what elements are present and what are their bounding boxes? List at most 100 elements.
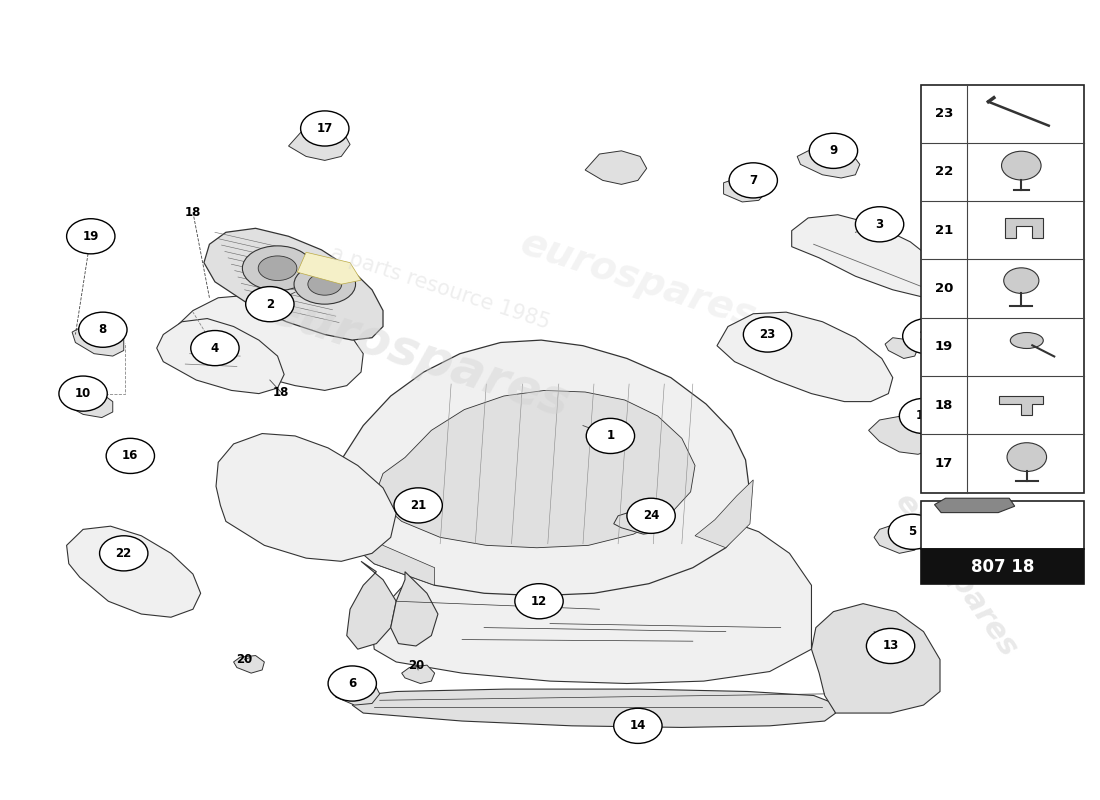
Text: 8: 8 [99,323,107,336]
Circle shape [190,330,239,366]
Circle shape [900,398,948,434]
Text: 18: 18 [185,206,201,219]
Text: 21: 21 [935,224,953,237]
Polygon shape [869,416,937,454]
Text: 23: 23 [935,107,953,120]
Polygon shape [297,252,361,284]
Polygon shape [324,340,750,596]
Circle shape [300,111,349,146]
Circle shape [245,286,294,322]
Polygon shape [324,480,435,586]
Text: 2: 2 [266,298,274,310]
Circle shape [744,317,792,352]
Text: eurospares: eurospares [889,489,1024,663]
Circle shape [729,163,778,198]
Polygon shape [390,572,438,646]
Circle shape [1003,268,1038,294]
Circle shape [328,666,376,701]
Text: 14: 14 [629,719,646,732]
Text: 5: 5 [909,526,916,538]
Polygon shape [886,338,918,358]
Polygon shape [111,444,148,470]
Text: 18: 18 [935,398,953,412]
Circle shape [100,536,147,571]
Circle shape [1001,151,1041,180]
Circle shape [515,584,563,619]
Text: 13: 13 [882,639,899,653]
Circle shape [394,488,442,523]
Circle shape [856,206,904,242]
Text: 17: 17 [935,457,953,470]
Polygon shape [812,604,940,713]
FancyBboxPatch shape [922,501,1084,549]
Bar [975,438,1079,489]
Polygon shape [332,678,380,705]
Polygon shape [798,149,860,178]
Polygon shape [65,388,113,418]
Polygon shape [1004,218,1043,238]
Polygon shape [73,324,123,356]
Circle shape [586,418,635,454]
Bar [975,380,1079,430]
Text: 20: 20 [935,282,953,295]
Polygon shape [372,506,812,683]
Polygon shape [717,312,893,402]
Bar [975,89,1079,139]
Text: 20: 20 [408,658,425,672]
Ellipse shape [294,264,355,304]
Polygon shape [156,318,284,394]
Bar [975,263,1079,314]
Ellipse shape [242,246,312,290]
Circle shape [614,708,662,743]
Text: 24: 24 [642,510,659,522]
Circle shape [67,218,114,254]
Text: 11: 11 [915,410,932,422]
Text: 18: 18 [273,386,289,398]
Circle shape [627,498,675,534]
Polygon shape [352,689,836,727]
Polygon shape [695,480,754,548]
Bar [975,147,1079,197]
Polygon shape [614,510,666,534]
Text: 19: 19 [82,230,99,242]
Ellipse shape [258,256,297,281]
Text: 22: 22 [116,547,132,560]
Polygon shape [999,396,1043,414]
Text: 3: 3 [876,218,883,231]
Polygon shape [178,294,363,390]
Polygon shape [724,176,768,202]
Polygon shape [874,524,922,554]
Polygon shape [374,390,695,548]
Text: 19: 19 [935,340,953,354]
Text: eurospares: eurospares [515,224,760,336]
Text: a parts resource 1985: a parts resource 1985 [328,243,552,333]
Polygon shape [233,655,264,673]
Ellipse shape [1010,333,1043,349]
Text: 807 18: 807 18 [971,558,1034,576]
Polygon shape [67,526,200,618]
Text: 21: 21 [410,499,427,512]
Bar [975,205,1079,255]
Circle shape [903,318,952,354]
Text: 15: 15 [918,330,935,342]
Text: 6: 6 [348,677,356,690]
Circle shape [889,514,937,550]
Circle shape [810,134,858,169]
Ellipse shape [308,274,342,295]
Text: eurospares: eurospares [261,285,576,428]
Polygon shape [216,434,396,562]
Text: 17: 17 [317,122,333,135]
FancyBboxPatch shape [922,85,1084,493]
Text: 9: 9 [829,144,837,158]
Circle shape [867,629,915,663]
Polygon shape [402,665,434,683]
Polygon shape [585,151,647,184]
Text: 1: 1 [606,430,615,442]
Polygon shape [204,228,383,340]
Circle shape [1006,442,1046,471]
FancyBboxPatch shape [922,549,1084,585]
Circle shape [59,376,108,411]
Polygon shape [288,127,350,161]
Circle shape [79,312,126,347]
Text: 16: 16 [122,450,139,462]
